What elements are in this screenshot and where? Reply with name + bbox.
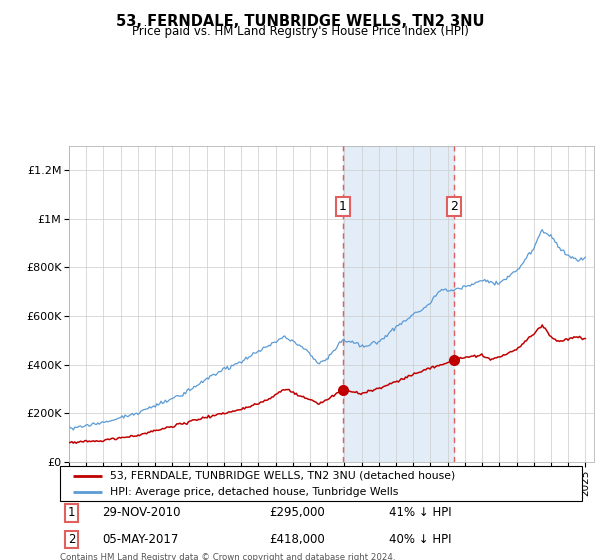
Text: 41% ↓ HPI: 41% ↓ HPI [389, 506, 451, 519]
Text: HPI: Average price, detached house, Tunbridge Wells: HPI: Average price, detached house, Tunb… [110, 487, 398, 497]
Text: 1: 1 [68, 506, 75, 519]
Text: Contains HM Land Registry data © Crown copyright and database right 2024.
This d: Contains HM Land Registry data © Crown c… [60, 553, 395, 560]
Text: £418,000: £418,000 [269, 533, 325, 546]
Text: 53, FERNDALE, TUNBRIDGE WELLS, TN2 3NU: 53, FERNDALE, TUNBRIDGE WELLS, TN2 3NU [116, 14, 484, 29]
Text: 29-NOV-2010: 29-NOV-2010 [102, 506, 180, 519]
Text: 2: 2 [450, 200, 458, 213]
Text: 1: 1 [339, 200, 347, 213]
Bar [343, 146, 454, 462]
Text: 2: 2 [68, 533, 75, 546]
Text: Price paid vs. HM Land Registry's House Price Index (HPI): Price paid vs. HM Land Registry's House … [131, 25, 469, 38]
FancyBboxPatch shape [60, 466, 582, 501]
Text: 53, FERNDALE, TUNBRIDGE WELLS, TN2 3NU (detached house): 53, FERNDALE, TUNBRIDGE WELLS, TN2 3NU (… [110, 471, 455, 481]
Text: 05-MAY-2017: 05-MAY-2017 [102, 533, 178, 546]
Text: 40% ↓ HPI: 40% ↓ HPI [389, 533, 451, 546]
Text: £295,000: £295,000 [269, 506, 325, 519]
